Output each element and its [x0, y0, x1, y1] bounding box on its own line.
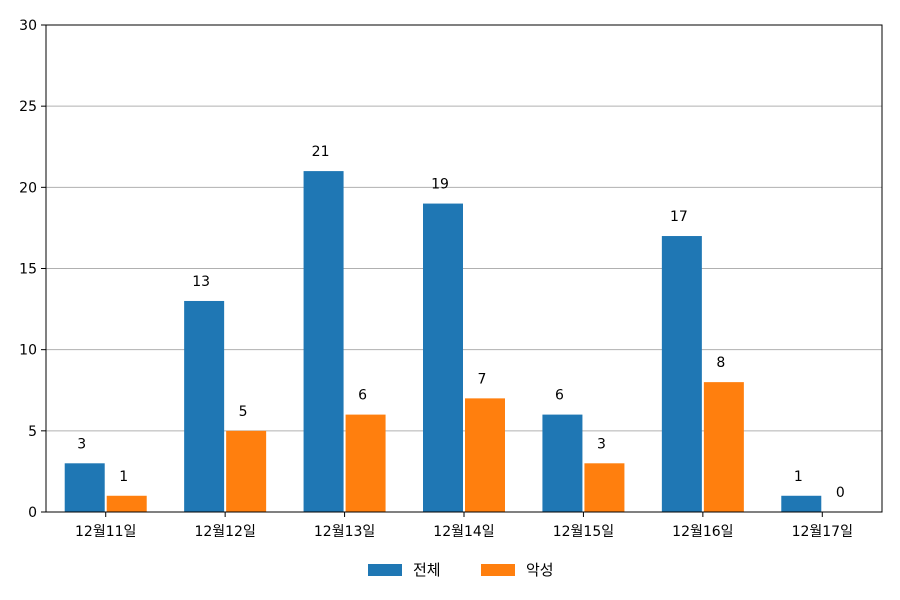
bar-malicious — [584, 463, 625, 512]
bar-total — [303, 171, 344, 512]
legend-label: 악성 — [526, 561, 554, 579]
bar-total — [542, 414, 583, 512]
bar-value-labels: 3 1 13 5 21 6 19 7 6 3 17 8 1 0 — [77, 144, 844, 501]
bar-total — [64, 463, 105, 512]
bar-malicious — [465, 398, 505, 512]
legend-swatch — [481, 564, 515, 576]
bar-value-label: 13 — [192, 274, 210, 290]
x-tick-label: 12월13일 — [314, 524, 375, 540]
x-tick-label: 12월11일 — [75, 524, 136, 540]
y-tick-label: 25 — [19, 99, 37, 115]
bar-malicious — [703, 382, 744, 512]
legend: 전체 악성 — [368, 561, 554, 579]
x-axis-ticks: 12월11일 12월12일 12월13일 12월14일 12월15일 12월16일 12월1… — [75, 512, 853, 540]
bar-value-label: 0 — [836, 485, 845, 501]
y-tick-label: 0 — [28, 505, 37, 521]
x-tick-label: 12월14일 — [433, 524, 494, 540]
x-tick-label: 12월17일 — [792, 524, 853, 540]
x-tick-label: 12월12일 — [194, 524, 255, 540]
bar-value-label: 21 — [312, 144, 330, 160]
bar-malicious — [106, 495, 147, 512]
legend-swatch — [368, 564, 402, 576]
bar-value-label: 1 — [794, 469, 803, 485]
y-tick-label: 5 — [28, 424, 37, 440]
bar-value-label: 3 — [597, 436, 606, 452]
bar-value-label: 1 — [119, 469, 128, 485]
x-tick-label: 12월15일 — [553, 524, 614, 540]
y-tick-label: 10 — [19, 343, 37, 359]
bar-total — [781, 495, 822, 512]
bar-value-label: 19 — [431, 177, 449, 193]
y-tick-label: 15 — [19, 262, 37, 278]
bar-value-label: 8 — [716, 355, 725, 371]
bar-malicious — [345, 414, 386, 512]
bars — [64, 171, 822, 513]
bar-total — [423, 203, 463, 513]
bar-value-label: 5 — [239, 404, 248, 420]
y-axis-ticks: 0 5 10 15 20 25 30 — [19, 18, 46, 521]
bar-total — [661, 236, 702, 513]
y-gridlines — [46, 105, 882, 432]
bar-value-label: 7 — [478, 371, 487, 387]
y-tick-label: 20 — [19, 180, 37, 196]
bar-value-label: 3 — [77, 436, 86, 452]
bar-value-label: 6 — [358, 388, 367, 404]
legend-label: 전체 — [413, 561, 441, 579]
bar-value-label: 6 — [555, 388, 564, 404]
y-tick-label: 30 — [19, 18, 37, 34]
x-tick-label: 12월16일 — [672, 524, 733, 540]
bar-total — [184, 300, 225, 512]
bar-malicious — [226, 430, 267, 512]
bar-value-label: 17 — [670, 209, 688, 225]
